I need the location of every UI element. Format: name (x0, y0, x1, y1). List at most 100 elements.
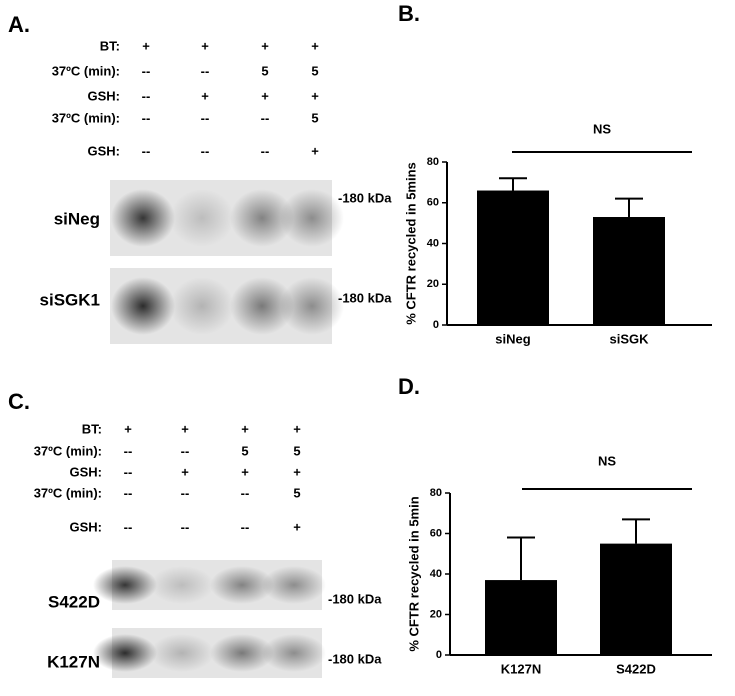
x-tick-label: siSGK (609, 331, 649, 346)
condition-value: + (293, 464, 301, 479)
blot-label: siSGK1 (40, 290, 100, 309)
panel-letter: D. (398, 374, 420, 399)
condition-value: + (311, 38, 319, 53)
condition-value: -- (181, 485, 190, 500)
blot-label: S422D (48, 592, 100, 611)
condition-value: + (181, 464, 189, 479)
panel-letter: A. (8, 12, 30, 37)
band (210, 634, 274, 672)
condition-value: + (311, 88, 319, 103)
y-tick-label: 60 (427, 197, 439, 209)
condition-value: -- (241, 485, 250, 500)
condition-value: + (181, 421, 189, 436)
condition-value: 5 (293, 485, 300, 500)
condition-value: 5 (241, 443, 248, 458)
y-axis-title: % CFTR recycled in 5min (406, 496, 421, 651)
condition-value: -- (181, 443, 190, 458)
condition-value: 5 (293, 443, 300, 458)
band (93, 634, 157, 672)
band (111, 189, 175, 247)
condition-value: -- (124, 443, 133, 458)
condition-value: -- (261, 110, 270, 125)
condition-value: -- (124, 519, 133, 534)
band (93, 566, 157, 604)
condition-value: -- (201, 110, 210, 125)
size-marker: -180 kDa (338, 290, 392, 305)
y-tick-label: 80 (427, 156, 439, 168)
y-axis-title: % CFTR recycled in 5mins (403, 162, 418, 325)
band (230, 189, 294, 247)
condition-value: + (293, 519, 301, 534)
condition-label: BT: (82, 421, 102, 436)
band (170, 277, 234, 335)
condition-value: + (311, 143, 319, 158)
band (210, 566, 274, 604)
condition-value: -- (201, 143, 210, 158)
band (230, 277, 294, 335)
y-tick-label: 0 (436, 649, 442, 661)
y-tick-label: 60 (430, 527, 442, 539)
annotation: NS (593, 121, 611, 136)
y-tick-label: 40 (430, 568, 442, 580)
y-tick-label: 80 (430, 487, 442, 499)
condition-value: -- (241, 519, 250, 534)
condition-value: -- (142, 110, 151, 125)
band (150, 566, 214, 604)
bar (600, 543, 672, 655)
condition-value: -- (201, 63, 210, 78)
x-tick-label: siNeg (495, 331, 530, 346)
band (280, 277, 344, 335)
annotation: NS (598, 453, 616, 468)
size-marker: -180 kDa (328, 591, 382, 606)
blot-label: K127N (47, 652, 100, 671)
x-tick-label: S422D (616, 661, 656, 676)
band (150, 634, 214, 672)
condition-value: + (261, 88, 269, 103)
band (170, 189, 234, 247)
condition-label: 37ºC (min): (52, 110, 120, 125)
condition-label: GSH: (70, 464, 103, 479)
condition-value: + (142, 38, 150, 53)
condition-value: 5 (261, 63, 268, 78)
condition-value: -- (261, 143, 270, 158)
band (111, 277, 175, 335)
condition-value: + (261, 38, 269, 53)
blot-label: siNeg (54, 209, 100, 228)
condition-value: + (124, 421, 132, 436)
condition-value: + (241, 421, 249, 436)
y-tick-label: 0 (433, 319, 439, 331)
condition-label: GSH: (88, 88, 121, 103)
condition-label: 37ºC (min): (52, 63, 120, 78)
condition-label: BT: (100, 38, 120, 53)
condition-label: GSH: (88, 143, 121, 158)
condition-value: -- (142, 63, 151, 78)
condition-value: 5 (311, 110, 318, 125)
size-marker: -180 kDa (328, 651, 382, 666)
y-tick-label: 20 (427, 278, 439, 290)
band (262, 634, 326, 672)
condition-value: -- (181, 519, 190, 534)
band (262, 566, 326, 604)
condition-value: 5 (311, 63, 318, 78)
y-tick-label: 20 (430, 608, 442, 620)
condition-value: + (201, 88, 209, 103)
condition-value: -- (142, 143, 151, 158)
condition-value: -- (124, 464, 133, 479)
panel-letter: C. (8, 389, 30, 414)
panel-letter: B. (398, 1, 420, 26)
bar (477, 190, 549, 325)
condition-value: -- (124, 485, 133, 500)
bar (485, 580, 557, 655)
size-marker: -180 kDa (338, 190, 392, 205)
condition-value: + (201, 38, 209, 53)
condition-label: GSH: (70, 519, 103, 534)
condition-label: 37ºC (min): (34, 443, 102, 458)
condition-value: -- (142, 88, 151, 103)
bar (593, 217, 665, 325)
condition-label: 37ºC (min): (34, 485, 102, 500)
x-tick-label: K127N (501, 661, 541, 676)
condition-value: + (241, 464, 249, 479)
band (280, 189, 344, 247)
condition-value: + (293, 421, 301, 436)
